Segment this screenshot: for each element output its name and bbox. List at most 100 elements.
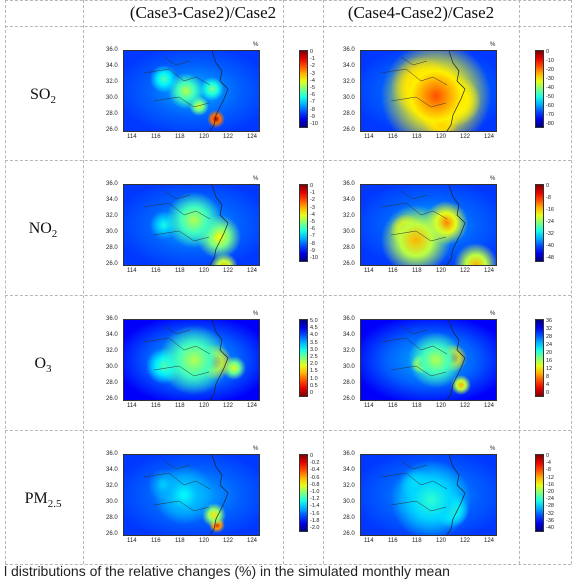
- colorbar-tick: -3: [310, 71, 315, 77]
- longitude-tick: 122: [460, 403, 471, 409]
- coastline-outline: [380, 320, 466, 400]
- latitude-tick: 28.0: [106, 515, 118, 521]
- species-name: SO: [30, 86, 51, 103]
- longitude-tick: 116: [388, 134, 398, 140]
- colorbar-tick: 28: [546, 334, 553, 340]
- province-borders: [143, 325, 211, 377]
- grid-line-vertical: [83, 0, 84, 564]
- colorbar-tick: -1.0: [310, 489, 320, 495]
- latitude-tick: 32.0: [343, 483, 355, 489]
- colorbar-tick: 20: [546, 350, 553, 356]
- latitude-tick: 26.0: [106, 396, 118, 402]
- latitude-tick: 34.0: [106, 332, 118, 338]
- grid-line-vertical: [283, 0, 284, 564]
- latitude-tick: 28.0: [343, 111, 355, 117]
- row-label: PM2.5: [5, 490, 81, 510]
- latitude-tick: 36.0: [343, 451, 355, 457]
- concentration-map: [360, 454, 497, 536]
- colorbar-tick: -20: [546, 489, 554, 495]
- longitude-tick: 116: [388, 403, 398, 409]
- latitude-tick: 32.0: [343, 348, 355, 354]
- colorbar-tick: -8: [310, 107, 315, 113]
- latitude-tick: 34.0: [343, 63, 355, 69]
- longitude-tick: 124: [484, 403, 495, 409]
- species-name: PM: [24, 490, 48, 507]
- colorbar-tick: 4.5: [310, 325, 318, 331]
- colorbar-tick: -12: [546, 475, 554, 481]
- species-name: NO: [28, 220, 52, 237]
- latitude-tick: 32.0: [343, 213, 355, 219]
- longitude-tick: 120: [436, 134, 447, 140]
- province-borders: [380, 56, 448, 108]
- colorbar: [535, 50, 544, 128]
- colorbar-tick: -50: [546, 94, 554, 100]
- coastline-outline: [143, 455, 229, 535]
- longitude-tick: 122: [223, 403, 234, 409]
- colorbar-tick: -0.8: [310, 482, 320, 488]
- province-borders: [143, 56, 211, 108]
- province-borders: [380, 325, 448, 377]
- colorbar: [299, 454, 308, 532]
- species-subscript: 2.5: [47, 498, 62, 511]
- colorbar-tick: -1.4: [310, 503, 320, 509]
- column-header-1: (Case3-Case2)/Case2: [129, 3, 277, 22]
- longitude-tick: 116: [151, 538, 161, 544]
- colorbar-tick: 0: [546, 453, 550, 459]
- colorbar-tick: -28: [546, 503, 554, 509]
- map-panel: 36.0 34.0 32.0 30.0 28.0 26.0 114 116 118 120 122 1…: [103, 174, 273, 289]
- longitude-tick: 114: [127, 538, 137, 544]
- colorbar-tick: -10: [310, 121, 318, 127]
- map-panel: 36.0 34.0 32.0 30.0 28.0 26.0 114 116 118 120 122 1…: [340, 309, 510, 424]
- province-borders: [380, 460, 448, 512]
- longitude-tick: 116: [388, 538, 398, 544]
- coastline: [446, 51, 466, 131]
- longitude-tick: 120: [436, 403, 447, 409]
- latitude-tick: 36.0: [106, 47, 118, 53]
- unit-label: %: [490, 311, 496, 317]
- colorbar-tick: -5: [310, 219, 315, 225]
- colorbar-tick: 8: [546, 374, 550, 380]
- colorbar-tick: -9: [310, 248, 315, 254]
- colorbar-tick: -40: [546, 525, 554, 531]
- concentration-map: [123, 319, 260, 401]
- grid-line-horizontal: [5, 26, 571, 27]
- longitude-tick: 124: [247, 268, 258, 274]
- longitude-tick: 124: [484, 538, 495, 544]
- coastline-outline: [143, 185, 229, 265]
- longitude-tick: 122: [223, 134, 234, 140]
- unit-label: %: [253, 446, 259, 452]
- coastline: [209, 320, 229, 400]
- colorbar-tick: -4: [310, 212, 315, 218]
- longitude-tick: 118: [175, 134, 185, 140]
- grid-line-horizontal: [5, 564, 571, 565]
- concentration-map: [360, 319, 497, 401]
- unit-label: %: [490, 446, 496, 452]
- coastline: [209, 455, 229, 535]
- map-panel: 36.0 34.0 32.0 30.0 28.0 26.0 114 116 118 120 122 1…: [103, 40, 273, 155]
- latitude-tick: 34.0: [343, 332, 355, 338]
- latitude-tick: 32.0: [106, 348, 118, 354]
- colorbar-tick: -16: [546, 482, 554, 488]
- latitude-tick: 36.0: [106, 181, 118, 187]
- latitude-tick: 30.0: [106, 229, 118, 235]
- latitude-tick: 26.0: [343, 396, 355, 402]
- colorbar-tick: 3.0: [310, 347, 318, 353]
- colorbar-tick: -1: [310, 56, 315, 62]
- colorbar-tick: -24: [546, 219, 554, 225]
- grid-line-vertical: [571, 0, 572, 564]
- colorbar-tick: -8: [546, 467, 551, 473]
- latitude-tick: 36.0: [343, 181, 355, 187]
- coastline: [446, 185, 466, 265]
- colorbar-tick: 0: [310, 453, 314, 459]
- colorbar-tick: -0.4: [310, 467, 320, 473]
- colorbar-tick: -80: [546, 121, 554, 127]
- latitude-tick: 36.0: [343, 47, 355, 53]
- longitude-tick: 118: [412, 403, 422, 409]
- longitude-tick: 124: [247, 403, 258, 409]
- colorbar-tick: -0.6: [310, 475, 320, 481]
- species-subscript: 3: [46, 363, 52, 376]
- longitude-tick: 124: [484, 134, 495, 140]
- grid-line-horizontal: [5, 160, 571, 161]
- colorbar-tick: 0: [546, 183, 550, 189]
- unit-label: %: [253, 176, 259, 182]
